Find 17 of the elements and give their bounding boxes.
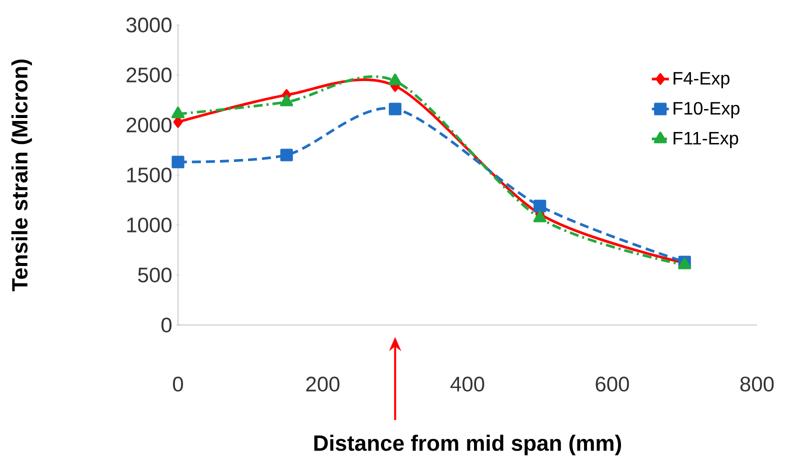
x-axis-title: Distance from mid span (mm) [314, 434, 622, 456]
x-tick-label: 800 [740, 376, 774, 392]
y-tick-label: 500 [138, 268, 172, 282]
y-tick-label: 2000 [126, 118, 172, 132]
y-tick-label: 1000 [127, 218, 172, 232]
legend-label: F4-Exp [674, 72, 730, 88]
y-tick-label: 0 [161, 318, 172, 332]
legend-label: F11-Exp [674, 132, 738, 148]
x-tick-label: 600 [596, 376, 629, 392]
y-tick-label: 1500 [127, 168, 172, 182]
y-axis-title: Tensile strain (Micron) [11, 60, 32, 292]
y-tick-label: 3000 [126, 18, 172, 32]
legend-label: F10-Exp [674, 102, 740, 118]
x-tick-label: 0 [172, 376, 184, 392]
x-tick-label: 200 [306, 376, 340, 392]
y-tick-label: 2500 [126, 68, 172, 82]
x-tick-label: 400 [450, 376, 484, 392]
